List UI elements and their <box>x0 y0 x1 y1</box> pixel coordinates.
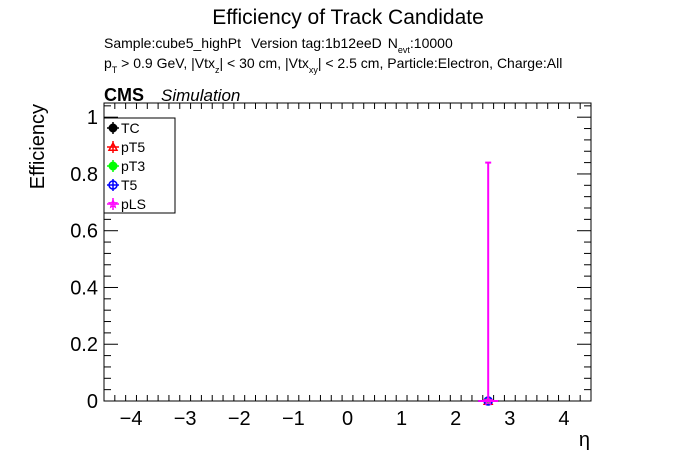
data-marks <box>478 161 499 406</box>
legend-label: pLS <box>121 196 146 212</box>
legend-label: T5 <box>121 177 138 193</box>
legend-marker <box>107 198 119 209</box>
y-tick-label: 0.6 <box>70 221 98 243</box>
chart-title: Efficiency of Track Candidate <box>212 6 484 29</box>
legend-item-pt3: pT3 <box>107 158 145 174</box>
legend-marker <box>108 180 118 190</box>
legend-label: pT3 <box>121 158 145 174</box>
y-axis-label: Efficiency <box>27 104 49 189</box>
x-tick-label: −1 <box>282 408 305 430</box>
axis-tick-labels: −4 −3 −2 −1 0 1 2 3 4 0 0.2 0.4 0.6 0.8 1 <box>70 107 569 430</box>
legend-item-t5: T5 <box>107 177 138 193</box>
legend-item-tc: TC <box>107 120 140 136</box>
axis-ticks <box>103 103 592 402</box>
info-cuts: pT > 0.9 GeV, |Vtxz| < 30 cm, |Vtxxy| < … <box>104 55 562 75</box>
legend-item-pls: pLS <box>107 196 146 212</box>
x-tick-label: 4 <box>558 408 569 430</box>
series-pls <box>478 161 499 406</box>
x-tick-label: 2 <box>450 408 461 430</box>
y-tick-label: 1 <box>87 107 98 129</box>
legend-marker <box>107 141 119 151</box>
x-axis-label: η <box>579 429 590 451</box>
legend-marker <box>108 161 118 171</box>
x-tick-label: −4 <box>120 408 143 430</box>
legend-label: pT5 <box>121 139 145 155</box>
x-tick-label: 3 <box>504 408 515 430</box>
y-tick-label: 0 <box>87 391 98 413</box>
x-tick-label: −2 <box>228 408 251 430</box>
legend: TC pT5 pT3 T5 pLS <box>103 117 176 214</box>
x-tick-label: 1 <box>396 408 407 430</box>
legend-label: TC <box>121 120 140 136</box>
legend-item-pt5: pT5 <box>107 139 145 155</box>
plot-frame <box>103 102 592 402</box>
y-tick-label: 0.2 <box>70 334 98 356</box>
y-tick-label: 0.4 <box>70 277 98 299</box>
legend-box <box>103 117 176 214</box>
legend-marker <box>108 123 118 133</box>
info-sample: Sample:cube5_highPt Version tag:1b12eeD Ne… <box>104 35 453 55</box>
simulation-label: Simulation <box>161 86 240 105</box>
data-point <box>482 395 494 406</box>
y-tick-label: 0.8 <box>70 164 98 186</box>
cms-label: CMS <box>104 85 144 105</box>
x-tick-label: 0 <box>342 408 353 430</box>
x-tick-label: −3 <box>174 408 197 430</box>
